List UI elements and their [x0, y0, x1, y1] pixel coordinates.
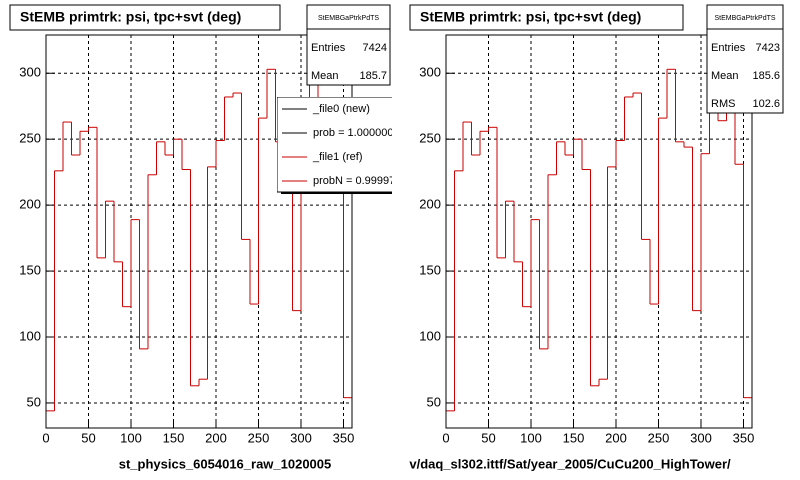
stats-value: 102.6: [752, 98, 780, 110]
legend-label: _file0 (new): [312, 103, 370, 115]
y-tick-label: 50: [27, 394, 41, 409]
y-tick-label: 150: [419, 263, 441, 278]
x-tick-label: 300: [690, 430, 712, 445]
legend-label: _file1 (ref): [312, 151, 363, 163]
y-tick-label: 200: [419, 197, 441, 212]
title-box: [409, 4, 684, 31]
plot-frame: [45, 34, 353, 429]
stats-title: StEMBGaPtrkPdTS: [714, 15, 775, 22]
y-tick-label: 250: [19, 131, 41, 146]
stats-label: Entries: [711, 42, 746, 54]
x-tick-label: 200: [605, 430, 627, 445]
stats-label: Entries: [311, 42, 346, 54]
x-tick-label: 350: [733, 430, 755, 445]
stats-label: RMS: [711, 98, 735, 110]
x-axis-label: st_physics_6054016_raw_1020005: [119, 456, 332, 471]
x-tick-label: 350: [333, 430, 355, 445]
plot-border: [45, 34, 353, 429]
x-tick-label: 250: [648, 430, 670, 445]
stats-value: 7423: [756, 42, 780, 54]
x-tick-label: 150: [563, 430, 585, 445]
y-tick-label: 150: [19, 263, 41, 278]
x-tick-label: 50: [481, 430, 495, 445]
x-tick-label: 100: [520, 430, 542, 445]
x-tick-label: 0: [442, 430, 449, 445]
x-tick-label: 200: [205, 430, 227, 445]
stats-value: 185.7: [359, 70, 387, 82]
legend: _file0 (new) prob = 1.000000 _file1 (ref) p…: [277, 97, 395, 194]
stats-label: Mean: [311, 70, 339, 82]
x-tick-label: 150: [163, 430, 185, 445]
stats-title: StEMBGaPtrkPdTS: [318, 15, 379, 22]
y-tick-label: 50: [427, 394, 441, 409]
stats-value: 7424: [363, 42, 387, 54]
plot-frame: [445, 34, 753, 429]
x-tick-label: 0: [42, 430, 49, 445]
title-box: [9, 4, 281, 31]
y-tick-label: 300: [419, 65, 441, 80]
histogram-panel: 50 100 150 200 250 300 0 50 100 150 200 250 300 350v/…: [409, 4, 784, 471]
stats-box: [306, 4, 391, 86]
y-tick-label: 100: [419, 328, 441, 343]
plot-border: [445, 34, 753, 429]
stats-box: [706, 4, 784, 114]
legend-box: [277, 97, 392, 193]
x-tick-label: 50: [81, 430, 95, 445]
y-tick-label: 250: [419, 131, 441, 146]
histogram-panel: 50 100 150 200 250 300 0 50 100 150 200 250 300 350st…: [9, 4, 395, 471]
y-tick-label: 200: [19, 197, 41, 212]
stats-value: 185.6: [752, 70, 780, 82]
chart-title: StEMB primtrk: psi, tpc+svt (deg): [20, 9, 241, 25]
y-tick-label: 100: [19, 328, 41, 343]
y-tick-label: 300: [19, 65, 41, 80]
x-tick-label: 250: [248, 430, 270, 445]
stats-label: Mean: [711, 70, 739, 82]
x-tick-label: 100: [120, 430, 142, 445]
chart-title: StEMB primtrk: psi, tpc+svt (deg): [420, 9, 641, 25]
legend-label: probN = 0.99997: [313, 175, 395, 187]
x-tick-label: 300: [290, 430, 312, 445]
x-axis-label: v/daq_sl302.ittf/Sat/year_2005/CuCu200_H…: [409, 456, 731, 471]
legend-label: prob = 1.000000: [313, 127, 393, 139]
